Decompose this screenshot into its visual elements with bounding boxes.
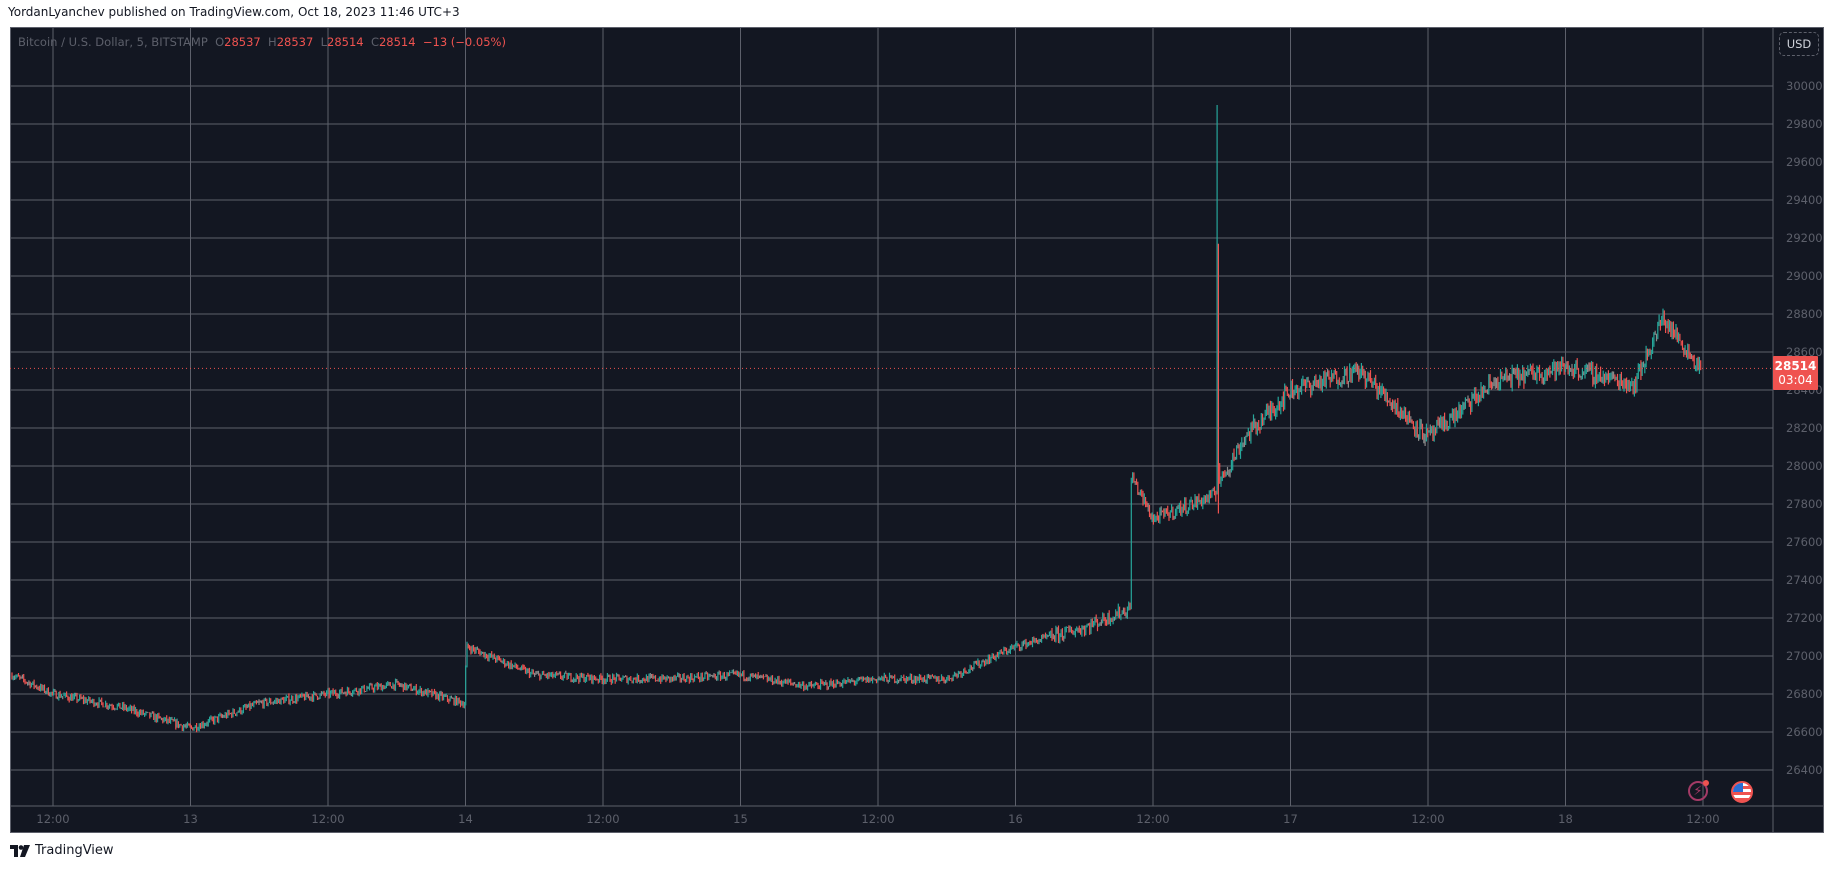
price-tick-label: 26400 [1786,763,1823,777]
time-tick-label: 12:00 [861,812,895,826]
price-tick-label: 27200 [1786,611,1823,625]
time-tick-label: 13 [183,812,198,826]
last-price-value: 28514 [1774,359,1817,373]
price-tick-label: 29000 [1786,269,1823,283]
time-tick-label: 14 [458,812,473,826]
time-tick-label: 17 [1283,812,1298,826]
time-tick-label: 12:00 [311,812,345,826]
price-tick-label: 28600 [1786,345,1823,359]
price-tick-label: 28000 [1786,459,1823,473]
currency-button[interactable]: USD [1779,32,1819,56]
price-tick-label: 30000 [1786,79,1823,93]
us-flag-icon[interactable] [1731,781,1753,803]
price-tick-label: 27400 [1786,573,1823,587]
price-tick-label: 26800 [1786,687,1823,701]
price-tick-label: 27000 [1786,649,1823,663]
price-tick-label: 29200 [1786,231,1823,245]
candles [11,105,1702,733]
tradingview-icon [10,844,30,857]
time-tick-label: 12:00 [1136,812,1170,826]
low-label: L [320,35,328,49]
open-value: 28537 [224,35,261,49]
price-tick-label: 29800 [1786,117,1823,131]
open-label: O [215,35,225,49]
tradingview-logo[interactable]: TradingView [10,843,114,858]
symbol-name: Bitcoin / U.S. Dollar, 5, BITSTAMP [18,35,208,49]
time-tick-label: 18 [1558,812,1573,826]
time-tick-label: 15 [733,812,748,826]
change-value: −13 (−0.05%) [422,35,506,49]
price-tick-label: 26600 [1786,725,1823,739]
notification-dot [1703,780,1709,786]
close-label: C [370,35,379,49]
time-tick-label: 12:00 [36,812,70,826]
bar-countdown: 03:04 [1778,373,1813,387]
grid-lines [10,27,1773,806]
close-value: 28514 [378,35,416,49]
time-tick-label: 16 [1008,812,1023,826]
price-tick-label: 29400 [1786,193,1823,207]
price-tick-label: 27600 [1786,535,1823,549]
symbol-legend[interactable]: Bitcoin / U.S. Dollar, 5, BITSTAMP O2853… [18,35,506,49]
last-price-label: 28514 03:04 [1773,356,1818,390]
high-value: 28537 [276,35,314,49]
low-value: 28514 [327,35,364,49]
price-tick-label: 27800 [1786,497,1823,511]
price-tick-label: 29600 [1786,155,1823,169]
time-tick-label: 12:00 [1411,812,1445,826]
flag-canton [1733,783,1743,792]
time-tick-label: 12:00 [586,812,620,826]
brand-name: TradingView [35,843,114,858]
price-tick-label: 28800 [1786,307,1823,321]
time-tick-label: 12:00 [1686,812,1720,826]
price-tick-label: 28200 [1786,421,1823,435]
lightning-icon[interactable]: ⚡ [1688,780,1709,801]
high-label: H [268,35,277,49]
publisher-line: YordanLyanchev published on TradingView.… [8,5,460,19]
